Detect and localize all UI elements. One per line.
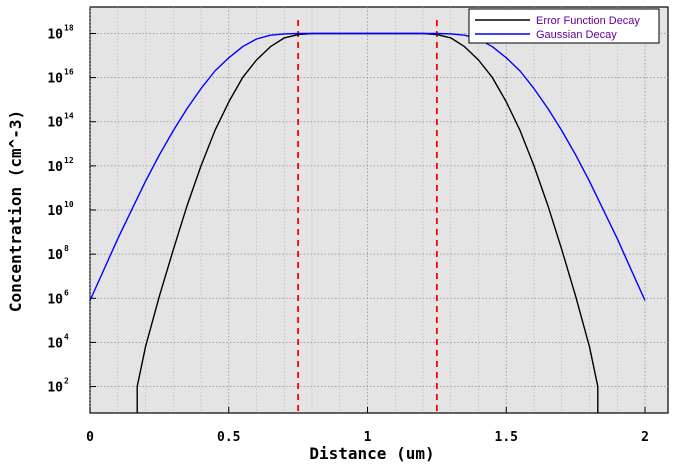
x-tick-label: 1.5 <box>495 430 518 445</box>
y-tick-exponent: 8 <box>64 244 69 253</box>
y-tick-exponent: 10 <box>64 200 74 209</box>
y-tick-exponent: 12 <box>64 156 74 165</box>
legend-box <box>468 8 660 44</box>
y-tick-label: 10 <box>47 72 63 87</box>
y-tick-label: 10 <box>47 381 63 396</box>
series-layer <box>89 32 646 413</box>
series-gaussian-line <box>89 32 646 301</box>
y-tick-label: 10 <box>47 27 63 42</box>
y-tick-label: 10 <box>47 336 63 351</box>
x-tick-label: 0.5 <box>217 430 240 445</box>
y-tick-exponent: 16 <box>64 68 74 77</box>
x-tick-label: 2 <box>641 430 649 445</box>
y-tick-exponent: 14 <box>64 112 74 121</box>
x-axis-ticks: 0 0.5 1 1.5 2 <box>86 407 649 445</box>
legend-label-error-function: Error Function Decay <box>536 15 640 27</box>
legend: Error Function Decay Gaussian Decay <box>468 8 660 44</box>
y-tick-exponent: 6 <box>64 288 69 297</box>
y-axis-title: Concentration (cm^-3) <box>6 110 25 312</box>
legend-label-gaussian: Gaussian Decay <box>536 29 617 41</box>
x-tick-label: 0 <box>86 430 94 445</box>
y-tick-label: 10 <box>47 292 63 307</box>
y-tick-label: 10 <box>47 204 63 219</box>
grid <box>89 7 668 413</box>
y-tick-exponent: 18 <box>64 23 74 32</box>
y-tick-exponent: 2 <box>64 377 69 386</box>
y-tick-label: 10 <box>47 160 63 175</box>
x-axis-title: Distance (um) <box>309 444 434 463</box>
y-tick-label: 10 <box>47 248 63 263</box>
y-tick-exponent: 4 <box>64 332 69 341</box>
x-tick-label: 1 <box>364 430 372 445</box>
y-tick-label: 10 <box>47 116 63 131</box>
